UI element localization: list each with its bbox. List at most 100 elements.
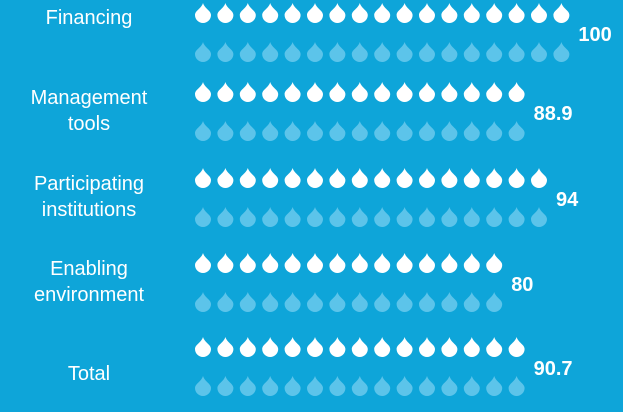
filled-drop-icon bbox=[508, 3, 525, 23]
faded-drop-icon bbox=[508, 42, 525, 62]
faded-drop-icon bbox=[262, 292, 279, 312]
faded-drop-icon bbox=[441, 207, 458, 227]
filled-drop-icon bbox=[351, 168, 368, 188]
faded-drop-icon bbox=[284, 121, 301, 141]
faded-drop-icon bbox=[307, 376, 323, 396]
filled-drop-icon bbox=[262, 253, 279, 273]
faded-drop-icon bbox=[195, 292, 211, 312]
chart-row: Financing 100 bbox=[46, 3, 612, 62]
filled-drop-icon bbox=[419, 82, 435, 102]
filled-drop-icon bbox=[262, 337, 279, 357]
faded-drop-icon bbox=[463, 207, 480, 227]
filled-drop-icon bbox=[396, 337, 413, 357]
faded-drop-icon bbox=[396, 121, 413, 141]
faded-drop-icon bbox=[284, 207, 301, 227]
filled-drop-icon bbox=[217, 82, 234, 102]
filled-drop-icon bbox=[239, 253, 256, 273]
filled-drop-icon bbox=[284, 82, 301, 102]
faded-drop-icon bbox=[463, 42, 480, 62]
filled-drop-icon bbox=[486, 3, 503, 23]
faded-drop-icon bbox=[239, 121, 256, 141]
filled-drop-icon bbox=[463, 3, 480, 23]
filled-drop-icon bbox=[396, 168, 413, 188]
faded-drop-icon bbox=[351, 207, 368, 227]
faded-drop-icon bbox=[262, 207, 279, 227]
filled-drop-icon bbox=[463, 168, 480, 188]
faded-drop-icon bbox=[486, 376, 503, 396]
filled-drop-icon bbox=[217, 168, 234, 188]
filled-drop-icon bbox=[329, 3, 346, 23]
filled-drop-icon bbox=[419, 3, 435, 23]
faded-drop-icon bbox=[217, 207, 234, 227]
filled-drop-icon bbox=[441, 3, 458, 23]
filled-drop-icon bbox=[262, 168, 279, 188]
filled-drop-icon bbox=[351, 3, 368, 23]
faded-drop-icon bbox=[486, 42, 503, 62]
faded-drop-icon bbox=[307, 42, 323, 62]
value-label: 80 bbox=[511, 274, 533, 296]
faded-drop-icon bbox=[508, 376, 525, 396]
filled-drop-icon bbox=[419, 253, 435, 273]
filled-drop-icon bbox=[307, 82, 323, 102]
filled-drop-icon bbox=[239, 3, 256, 23]
faded-drop-icon bbox=[396, 207, 413, 227]
faded-drop-icon bbox=[486, 292, 503, 312]
category-label: Enabling environment bbox=[34, 258, 145, 306]
category-label-line: Enabling bbox=[50, 258, 128, 280]
faded-drop-icon bbox=[463, 376, 480, 396]
filled-drop-icon bbox=[195, 253, 211, 273]
faded-drop-icon bbox=[239, 376, 256, 396]
category-label-line: Total bbox=[68, 363, 110, 385]
filled-drop-icon bbox=[396, 82, 413, 102]
filled-drop-icon bbox=[374, 82, 391, 102]
faded-drop-icon bbox=[441, 292, 458, 312]
faded-drop-icon bbox=[531, 207, 547, 227]
faded-drop-icon bbox=[284, 42, 301, 62]
faded-drop-icon bbox=[329, 207, 346, 227]
faded-drop-icon bbox=[217, 121, 234, 141]
filled-drop-icon bbox=[486, 337, 503, 357]
category-label-line: Management bbox=[31, 87, 148, 109]
faded-drop-icon bbox=[351, 42, 368, 62]
chart-row: Total 90.7 bbox=[68, 337, 573, 396]
faded-drop-icon bbox=[351, 121, 368, 141]
faded-drop-icon bbox=[329, 376, 346, 396]
filled-drop-icon bbox=[351, 337, 368, 357]
filled-drop-icon bbox=[396, 3, 413, 23]
filled-drop-icon bbox=[508, 168, 525, 188]
filled-drop-icon bbox=[374, 168, 391, 188]
chart-row: Enabling environment 80 bbox=[34, 253, 533, 312]
value-label: 94 bbox=[556, 189, 579, 211]
filled-drop-icon bbox=[374, 337, 391, 357]
filled-drop-icon bbox=[262, 3, 279, 23]
filled-drop-icon bbox=[239, 82, 256, 102]
faded-drop-icon bbox=[239, 42, 256, 62]
value-label: 88.9 bbox=[534, 103, 573, 125]
filled-drop-icon bbox=[195, 337, 211, 357]
faded-drop-icon bbox=[239, 207, 256, 227]
filled-drop-icon bbox=[239, 337, 256, 357]
faded-drop-icon bbox=[195, 42, 211, 62]
category-label: Total bbox=[68, 363, 110, 385]
faded-drop-icon bbox=[531, 42, 547, 62]
faded-drop-icon bbox=[217, 376, 234, 396]
faded-drop-icon bbox=[351, 376, 368, 396]
faded-drop-icon bbox=[419, 121, 435, 141]
faded-drop-icon bbox=[262, 121, 279, 141]
filled-drop-icon bbox=[486, 253, 503, 273]
chart-row: Management tools 88.9 bbox=[31, 82, 573, 141]
faded-drop-icon bbox=[374, 42, 391, 62]
faded-drop-icon bbox=[441, 42, 458, 62]
filled-drop-icon bbox=[195, 168, 211, 188]
faded-drop-icon bbox=[419, 42, 435, 62]
category-label: Management tools bbox=[31, 87, 148, 135]
filled-drop-icon bbox=[531, 3, 547, 23]
faded-drop-icon bbox=[284, 376, 301, 396]
faded-drop-icon bbox=[374, 376, 391, 396]
faded-drop-icon bbox=[374, 292, 391, 312]
filled-drop-icon bbox=[307, 168, 323, 188]
category-label: Financing bbox=[46, 7, 133, 29]
filled-drop-icon bbox=[396, 253, 413, 273]
faded-drop-icon bbox=[419, 207, 435, 227]
